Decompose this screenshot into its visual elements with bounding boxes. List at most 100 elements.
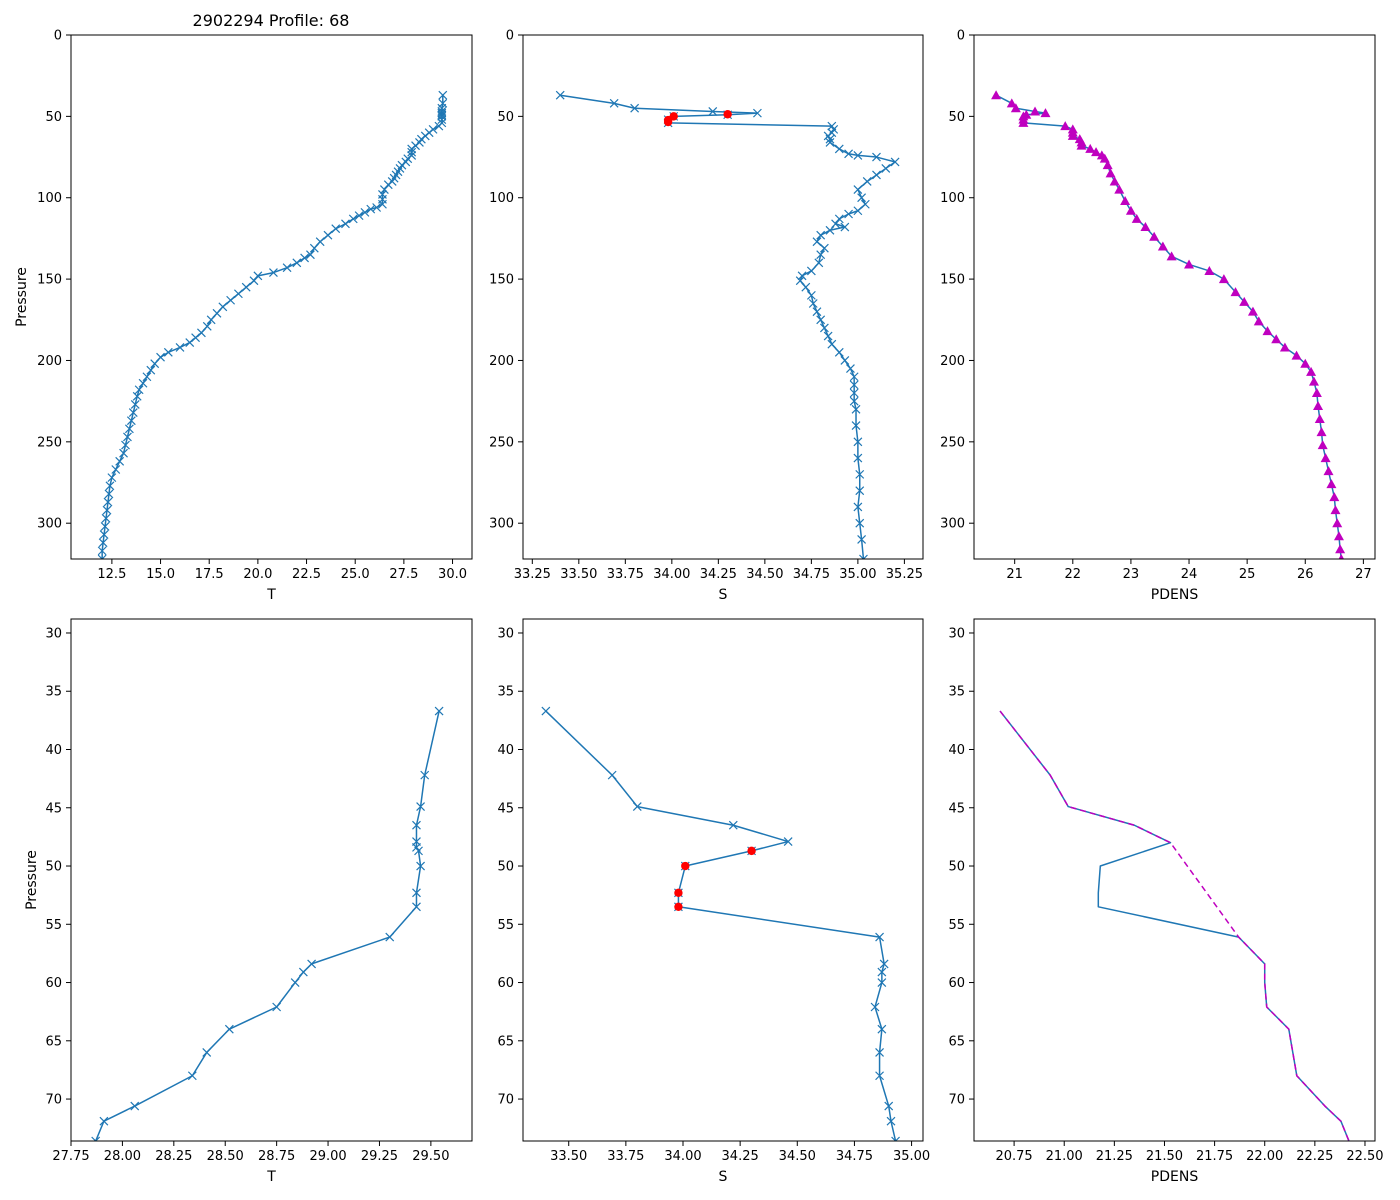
y-tick-label: 50: [497, 110, 514, 125]
x-tick-label: 20.75: [995, 1149, 1032, 1164]
y-axis-label: Pressure: [14, 267, 30, 327]
y-tick-label: 45: [948, 801, 965, 816]
x-tick-label: 22.00: [1246, 1149, 1283, 1164]
y-tick-label: 65: [948, 1034, 965, 1049]
y-tick-label: 150: [489, 273, 514, 288]
x-tick-label: 34.25: [722, 1149, 759, 1164]
x-tick-label: 21.50: [1146, 1149, 1183, 1164]
x-tick-label: 34.75: [793, 567, 830, 582]
x-tick-label: 34.50: [746, 567, 783, 582]
x-tick-label: 24: [1181, 567, 1198, 582]
y-tick-label: 40: [45, 743, 62, 758]
y-tick-label: 50: [948, 110, 965, 125]
y-tick-label: 60: [948, 976, 965, 991]
x-tick-label: 27.5: [389, 567, 418, 582]
y-tick-label: 200: [489, 354, 514, 369]
x-tick-label: 22.5: [292, 567, 321, 582]
y-tick-label: 100: [37, 191, 62, 206]
y-tick-label: 40: [497, 743, 514, 758]
y-tick-label: 70: [497, 1093, 514, 1108]
x-tick-label: 28.25: [155, 1149, 192, 1164]
y-tick-label: 55: [497, 918, 514, 933]
x-tick-label: 28.00: [104, 1149, 141, 1164]
flagged-point: [674, 889, 682, 897]
x-tick-label: 35.25: [886, 567, 923, 582]
y-tick-label: 150: [940, 273, 965, 288]
y-tick-label: 45: [45, 801, 62, 816]
x-axis-label: PDENS: [1151, 587, 1199, 603]
x-tick-label: 26: [1297, 567, 1314, 582]
flagged-point: [664, 118, 672, 126]
x-axis-label: T: [266, 1169, 276, 1185]
y-tick-label: 200: [940, 354, 965, 369]
flagged-point: [674, 903, 682, 911]
y-tick-label: 50: [497, 860, 514, 875]
x-tick-label: 35.00: [839, 567, 876, 582]
y-tick-label: 60: [497, 976, 514, 991]
y-tick-label: 100: [940, 191, 965, 206]
x-tick-label: 33.75: [607, 1149, 644, 1164]
y-tick-label: 0: [506, 29, 514, 44]
x-tick-label: 28.50: [207, 1149, 244, 1164]
y-tick-label: 55: [948, 918, 965, 933]
figure-title: 2902294 Profile: 68: [193, 11, 350, 30]
x-axis-label: S: [719, 1169, 728, 1185]
x-tick-label: 20.0: [243, 567, 272, 582]
y-tick-label: 70: [45, 1093, 62, 1108]
flagged-point: [747, 847, 755, 855]
x-tick-label: 22.25: [1296, 1149, 1333, 1164]
y-tick-label: 250: [37, 435, 62, 450]
x-tick-label: 33.75: [607, 567, 644, 582]
x-tick-label: 34.50: [779, 1149, 816, 1164]
x-tick-label: 25.0: [341, 567, 370, 582]
y-tick-label: 30: [948, 626, 965, 641]
y-tick-label: 0: [957, 29, 965, 44]
x-axis-label: T: [266, 587, 276, 603]
y-tick-label: 250: [940, 435, 965, 450]
y-tick-label: 100: [489, 191, 514, 206]
flagged-point: [723, 110, 731, 118]
y-tick-label: 300: [489, 517, 514, 532]
x-tick-label: 27.75: [52, 1149, 89, 1164]
x-tick-label: 28.75: [258, 1149, 295, 1164]
x-tick-label: 22.50: [1346, 1149, 1383, 1164]
x-tick-label: 30.0: [438, 567, 467, 582]
y-tick-label: 50: [948, 860, 965, 875]
y-tick-label: 70: [948, 1093, 965, 1108]
y-axis-label: Pressure: [24, 850, 40, 910]
y-tick-label: 50: [45, 860, 62, 875]
y-tick-label: 50: [45, 110, 62, 125]
x-tick-label: 21.25: [1096, 1149, 1133, 1164]
x-tick-label: 33.25: [514, 567, 551, 582]
y-tick-label: 150: [37, 273, 62, 288]
x-tick-label: 29.50: [412, 1149, 449, 1164]
x-tick-label: 21.00: [1046, 1149, 1083, 1164]
x-tick-label: 21: [1006, 567, 1023, 582]
y-tick-label: 65: [497, 1034, 514, 1049]
y-tick-label: 60: [45, 976, 62, 991]
y-tick-label: 35: [45, 685, 62, 700]
figure: 2902294 Profile: 68 12.5 15.0 17.5 20.0 22.5…: [0, 0, 1400, 1200]
x-tick-label: 17.5: [195, 567, 224, 582]
y-tick-label: 40: [948, 743, 965, 758]
y-tick-label: 35: [497, 685, 514, 700]
x-axis-label: PDENS: [1151, 1169, 1199, 1185]
y-tick-label: 200: [37, 354, 62, 369]
x-tick-label: 33.50: [560, 567, 597, 582]
x-tick-label: 34.75: [836, 1149, 873, 1164]
x-tick-label: 12.5: [97, 567, 126, 582]
y-tick-label: 35: [948, 685, 965, 700]
x-axis-label: S: [719, 587, 728, 603]
y-tick-label: 250: [489, 435, 514, 450]
x-tick-label: 29.00: [309, 1149, 346, 1164]
x-tick-label: 15.0: [146, 567, 175, 582]
x-tick-label: 22: [1065, 567, 1082, 582]
y-tick-label: 300: [37, 517, 62, 532]
y-tick-label: 0: [54, 29, 62, 44]
flagged-point: [681, 862, 689, 870]
x-tick-label: 27: [1355, 567, 1372, 582]
x-tick-label: 34.00: [653, 567, 690, 582]
x-tick-label: 21.75: [1196, 1149, 1233, 1164]
y-tick-label: 300: [940, 517, 965, 532]
x-tick-label: 23: [1123, 567, 1140, 582]
